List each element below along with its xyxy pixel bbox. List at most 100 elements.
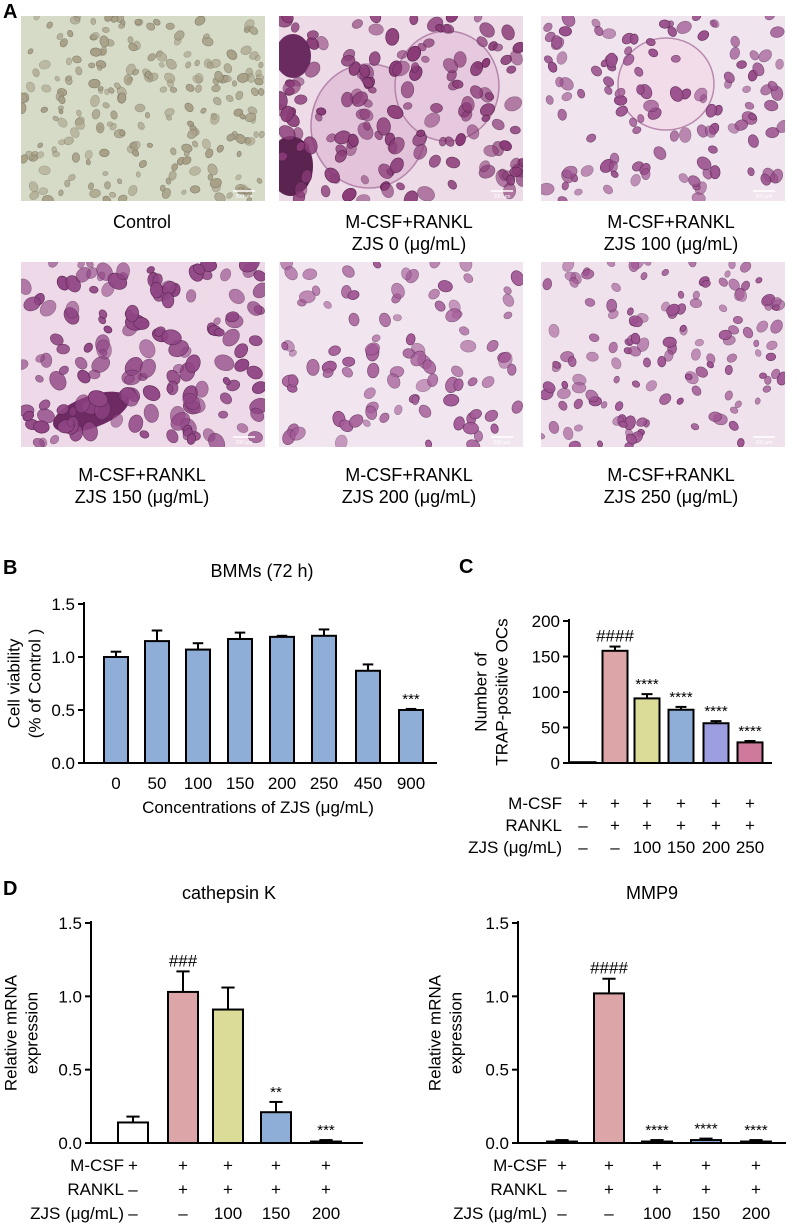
cell [117, 178, 123, 185]
caption-line1: M-CSF+RANKL [607, 212, 735, 232]
cell [628, 315, 643, 328]
cell [234, 343, 249, 359]
cell [77, 262, 85, 269]
cell [753, 339, 760, 348]
panel-letter-b: B [3, 557, 18, 579]
cell [246, 196, 252, 201]
cell [498, 351, 513, 369]
cell [775, 58, 784, 70]
cell [416, 129, 426, 137]
cell [557, 196, 568, 201]
cell [46, 21, 53, 29]
cell [460, 339, 477, 353]
cell [95, 122, 105, 134]
cell [387, 104, 404, 120]
cell [187, 129, 198, 139]
y-tick-label: 100 [532, 683, 560, 702]
cell [470, 85, 483, 99]
x-tick-label: 450 [354, 774, 382, 793]
cell [235, 174, 242, 181]
cell [390, 157, 404, 174]
condition-cell: + [271, 1156, 281, 1175]
condition-label: ZJS (μg/mL) [30, 1204, 124, 1223]
cell [452, 79, 464, 89]
condition-cell: 100 [643, 1204, 671, 1223]
cell [181, 189, 187, 195]
cell [421, 55, 430, 63]
scale-bar-label: 200 μm [236, 194, 253, 200]
cell [359, 108, 374, 122]
cell [161, 329, 182, 346]
cell [222, 328, 240, 347]
cell [385, 28, 400, 46]
cell [729, 406, 739, 414]
cell [641, 168, 651, 180]
cell [614, 401, 624, 411]
cell [424, 112, 441, 128]
cell [403, 102, 413, 110]
cell [38, 399, 51, 411]
cell [373, 262, 382, 269]
cell [562, 165, 578, 179]
cell [719, 304, 728, 313]
cell [359, 64, 370, 78]
cell [391, 282, 405, 299]
cell [615, 105, 628, 117]
condition-cell: + [751, 1156, 761, 1175]
cell [759, 372, 767, 379]
bar [212, 1008, 244, 1144]
y-tick-label: 1.0 [58, 987, 82, 1006]
micrograph-1: 200 μm [21, 16, 265, 201]
cell [691, 192, 706, 201]
cell [289, 426, 306, 441]
bar [593, 992, 625, 1145]
cell [396, 182, 405, 191]
scale-bar-label: 200 μm [494, 194, 511, 200]
cell [744, 101, 755, 110]
cell [623, 53, 635, 66]
cell [581, 269, 595, 280]
cell [142, 385, 161, 401]
cell [437, 280, 453, 293]
cell [614, 88, 626, 98]
cell [624, 46, 633, 55]
cell [629, 33, 639, 45]
cell [512, 42, 523, 54]
cell [137, 121, 145, 130]
micrograph-3: 200 μm [541, 16, 785, 201]
cell [392, 314, 402, 322]
cell [455, 133, 466, 147]
bar [398, 709, 424, 764]
cell [742, 326, 754, 339]
significance-label: **** [635, 676, 659, 693]
cell [236, 150, 242, 158]
cell [669, 130, 679, 142]
cell [290, 22, 300, 33]
cell [89, 188, 101, 198]
cell [168, 170, 177, 181]
cell [410, 62, 420, 73]
cell [501, 24, 515, 41]
cell [470, 61, 483, 77]
cell [726, 353, 738, 363]
micrograph-cells [541, 262, 785, 447]
condition-cell: + [321, 1156, 331, 1175]
cell [57, 117, 68, 128]
condition-label: ZJS (μg/mL) [468, 838, 562, 857]
cell [630, 332, 641, 345]
cell [568, 440, 581, 447]
cell [603, 76, 615, 87]
cell [379, 412, 390, 423]
cell [580, 165, 594, 177]
cell [287, 374, 299, 388]
cell [125, 63, 136, 75]
cell [97, 86, 104, 92]
cell [771, 368, 781, 380]
cell [760, 173, 771, 186]
cell [110, 413, 123, 428]
cell [244, 112, 257, 122]
cell [484, 409, 499, 422]
cell [207, 163, 218, 176]
cell [341, 55, 356, 67]
